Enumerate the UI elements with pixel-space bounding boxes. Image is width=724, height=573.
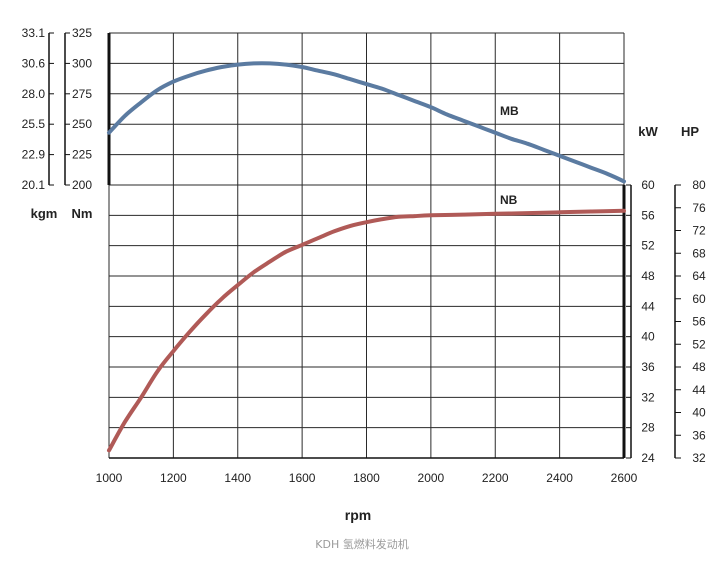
series-label-nb: NB bbox=[500, 193, 518, 207]
hp-tick-label: 68 bbox=[692, 246, 706, 260]
kgm-unit-label: kgm bbox=[31, 206, 58, 221]
x-tick-label: 1600 bbox=[289, 471, 316, 485]
kw-tick-label: 32 bbox=[641, 390, 655, 404]
hp-unit-label: HP bbox=[681, 124, 699, 139]
hp-tick-label: 72 bbox=[692, 224, 706, 238]
x-tick-label: 2000 bbox=[418, 471, 445, 485]
tick-labels: 1000 1200 1400 1600 1800 2000 2200 2400 2600 200 2… bbox=[22, 26, 706, 485]
kw-tick-label: 28 bbox=[641, 421, 655, 435]
nm-tick-label: 275 bbox=[72, 87, 92, 101]
series-lines bbox=[107, 61, 626, 453]
x-tick-label: 1800 bbox=[353, 471, 380, 485]
image-caption: KDH 氢燃料发动机 bbox=[315, 538, 409, 551]
x-tick-label: 2200 bbox=[482, 471, 509, 485]
series-line-mb bbox=[107, 61, 626, 184]
hp-tick-label: 64 bbox=[692, 269, 706, 283]
kgm-tick-label: 20.1 bbox=[22, 178, 46, 192]
series-label-mb: MB bbox=[500, 104, 519, 118]
kw-tick-label: 44 bbox=[641, 299, 655, 313]
hp-tick-label: 52 bbox=[692, 337, 706, 351]
hp-tick-label: 44 bbox=[692, 383, 706, 397]
grid-lines bbox=[108, 32, 625, 459]
kw-tick-label: 56 bbox=[641, 208, 655, 222]
hp-tick-label: 36 bbox=[692, 428, 706, 442]
nm-tick-label: 200 bbox=[72, 178, 92, 192]
kw-tick-label: 60 bbox=[641, 178, 655, 192]
kw-tick-label: 24 bbox=[641, 451, 655, 465]
nm-unit-label: Nm bbox=[72, 206, 93, 221]
hp-tick-label: 80 bbox=[692, 178, 706, 192]
hp-tick-label: 76 bbox=[692, 201, 706, 215]
x-tick-label: 2600 bbox=[611, 471, 638, 485]
series-line-nb bbox=[107, 208, 626, 453]
nm-tick-label: 325 bbox=[72, 26, 92, 40]
hp-tick-label: 32 bbox=[692, 451, 706, 465]
x-axis-label: rpm bbox=[345, 507, 371, 523]
kgm-tick-label: 30.6 bbox=[22, 56, 46, 70]
axes bbox=[48, 33, 676, 459]
hp-tick-label: 48 bbox=[692, 360, 706, 374]
kw-unit-label: kW bbox=[638, 124, 658, 139]
x-tick-label: 1000 bbox=[96, 471, 123, 485]
kgm-tick-label: 25.5 bbox=[22, 117, 46, 131]
nm-tick-label: 225 bbox=[72, 148, 92, 162]
x-tick-label: 1400 bbox=[224, 471, 251, 485]
kw-tick-label: 40 bbox=[641, 330, 655, 344]
x-tick-label: 2400 bbox=[546, 471, 573, 485]
nm-tick-label: 300 bbox=[72, 56, 92, 70]
kgm-tick-label: 28.0 bbox=[22, 87, 46, 101]
kw-tick-label: 52 bbox=[641, 239, 655, 253]
kw-tick-label: 36 bbox=[641, 360, 655, 374]
x-tick-label: 1200 bbox=[160, 471, 187, 485]
labels: kgm Nm kW HP rpm MB NB bbox=[31, 104, 700, 523]
hp-tick-label: 56 bbox=[692, 315, 706, 329]
kgm-tick-label: 33.1 bbox=[22, 26, 46, 40]
kw-tick-label: 48 bbox=[641, 269, 655, 283]
kgm-tick-label: 22.9 bbox=[22, 148, 46, 162]
nm-tick-label: 250 bbox=[72, 117, 92, 131]
hp-tick-label: 60 bbox=[692, 292, 706, 306]
hp-tick-label: 40 bbox=[692, 406, 706, 420]
